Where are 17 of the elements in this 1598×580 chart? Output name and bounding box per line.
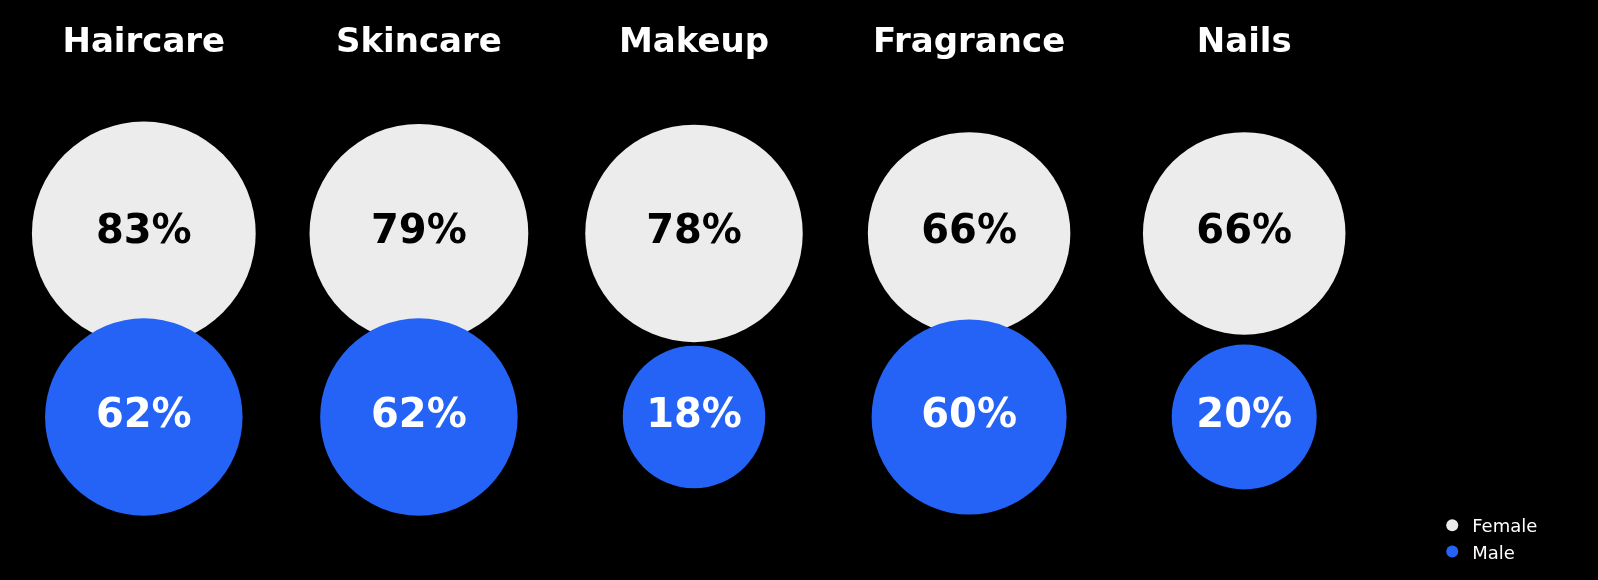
data-label: 66% xyxy=(1196,206,1293,253)
data-label: 62% xyxy=(95,390,192,436)
data-label: 83% xyxy=(95,206,192,253)
data-label: 60% xyxy=(921,390,1017,436)
category-label: Haircare xyxy=(62,20,226,61)
data-label: 20% xyxy=(1196,390,1293,436)
data-label: 62% xyxy=(371,390,467,436)
data-label: 79% xyxy=(371,206,467,253)
category-label: Nails xyxy=(1196,20,1292,61)
data-label: 78% xyxy=(646,206,742,253)
data-label: 66% xyxy=(921,206,1017,253)
category-label: Makeup xyxy=(618,20,770,61)
legend-label: Female xyxy=(1472,515,1538,537)
data-label: 18% xyxy=(646,390,742,436)
category-label: Fragrance xyxy=(872,20,1066,61)
category-label: Skincare xyxy=(335,20,502,61)
legend-label: Male xyxy=(1472,541,1515,563)
